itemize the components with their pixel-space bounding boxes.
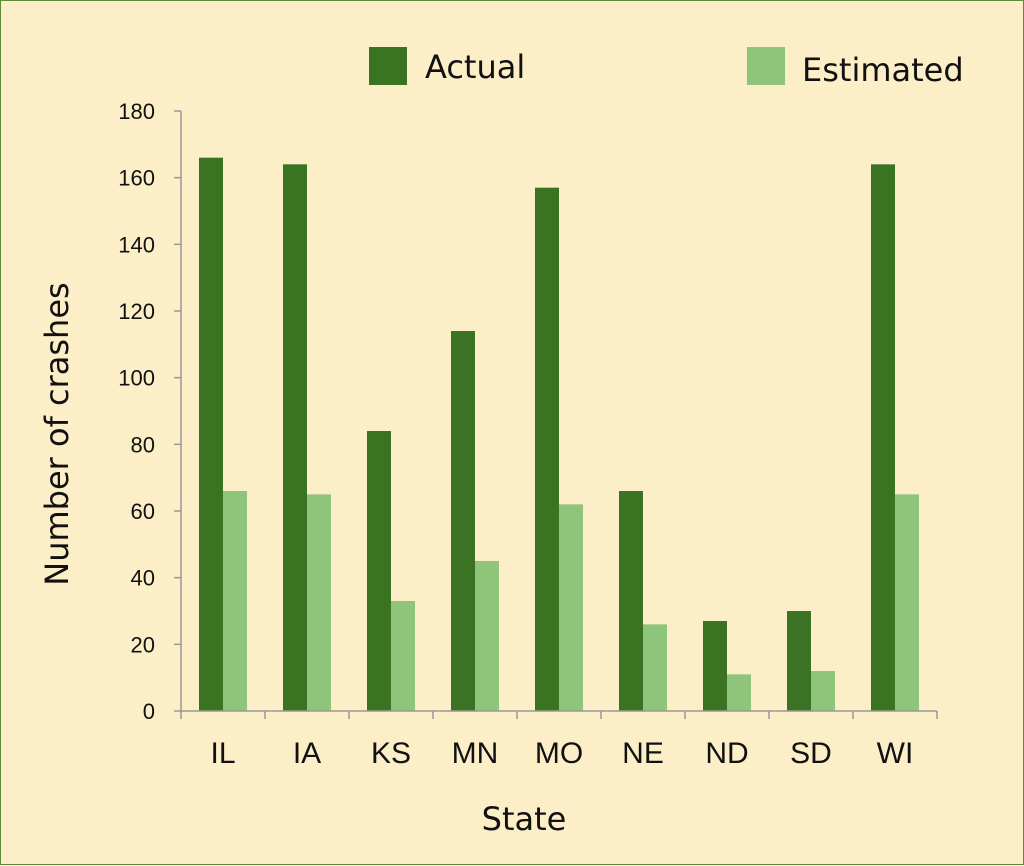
bar-actual-sd — [787, 611, 811, 711]
bar-estimated-ia — [307, 494, 331, 711]
bar-actual-ne — [619, 491, 643, 711]
y-tick-label: 40 — [131, 566, 155, 591]
bar-estimated-sd — [811, 671, 835, 711]
bar-estimated-ks — [391, 601, 415, 711]
bar-estimated-wi — [895, 494, 919, 711]
y-tick-label: 60 — [131, 499, 155, 524]
bar-estimated-nd — [727, 674, 751, 711]
y-tick-label: 20 — [131, 632, 155, 657]
y-tick-label: 0 — [143, 699, 155, 724]
legend-swatch-actual — [369, 47, 407, 85]
y-tick-label: 160 — [118, 166, 155, 191]
y-tick-label: 80 — [131, 432, 155, 457]
axes: 0 20 40 60 80 100 120 140 160 180 IL IA KS MN MO NE ND SD… — [118, 99, 938, 770]
x-tick-label-mn: MN — [452, 737, 499, 770]
x-tick-label-ne: NE — [622, 737, 664, 770]
bars — [199, 157, 919, 712]
x-tick-label-nd: ND — [705, 737, 748, 770]
bar-actual-nd — [703, 621, 727, 711]
x-tick-label-wi: WI — [877, 737, 914, 770]
x-axis-title: State — [482, 800, 567, 838]
bar-estimated-il — [223, 491, 247, 711]
x-tick-label-mo: MO — [535, 737, 583, 770]
x-tick-label-sd: SD — [790, 737, 832, 770]
y-axis-title: Number of crashes — [38, 282, 76, 585]
legend-swatch-estimated — [747, 47, 785, 85]
bar-actual-il — [199, 157, 223, 711]
y-tick-label: 100 — [118, 366, 155, 391]
bar-estimated-mo — [559, 504, 583, 711]
legend-label-actual: Actual — [425, 48, 525, 86]
legend-label-estimated: Estimated — [802, 51, 964, 89]
x-tick-label-ia: IA — [293, 737, 321, 770]
bar-actual-wi — [871, 164, 895, 712]
bar-actual-ks — [367, 431, 391, 711]
bar-actual-mn — [451, 331, 475, 711]
legend: Actual Estimated — [369, 47, 964, 89]
bar-estimated-mn — [475, 561, 499, 711]
y-tick-label: 180 — [118, 99, 155, 124]
bar-actual-mo — [535, 187, 559, 711]
y-tick-label: 120 — [118, 299, 155, 324]
bar-actual-ia — [283, 164, 307, 712]
x-tick-label-il: IL — [210, 737, 235, 770]
y-tick-label: 140 — [118, 232, 155, 257]
x-tick-label-ks: KS — [371, 737, 411, 770]
bar-estimated-ne — [643, 624, 667, 711]
